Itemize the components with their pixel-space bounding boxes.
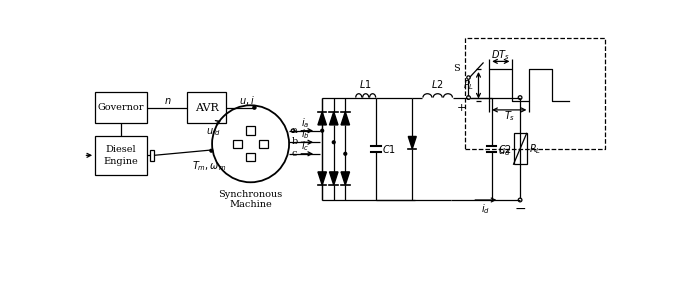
Text: $P_L$: $P_L$: [463, 78, 474, 92]
Text: $i_d$: $i_d$: [481, 202, 490, 216]
Bar: [247, 153, 255, 161]
Bar: [247, 127, 255, 135]
Bar: [188, 92, 226, 123]
Circle shape: [344, 152, 347, 155]
Text: S: S: [453, 64, 460, 73]
Text: c: c: [292, 149, 297, 158]
Text: +: +: [457, 102, 466, 113]
Text: $L2$: $L2$: [432, 78, 444, 90]
Polygon shape: [329, 172, 338, 185]
Circle shape: [210, 149, 213, 152]
Text: $i_a$: $i_a$: [301, 116, 310, 130]
Polygon shape: [341, 112, 349, 125]
Text: $T_s$: $T_s$: [503, 109, 515, 123]
Text: $T_m,\omega_m$: $T_m,\omega_m$: [192, 159, 226, 173]
Text: Engine: Engine: [104, 157, 138, 166]
Bar: [95, 136, 147, 174]
Circle shape: [253, 106, 256, 109]
Polygon shape: [341, 172, 349, 185]
Polygon shape: [318, 112, 327, 125]
Text: $DT_s$: $DT_s$: [491, 48, 510, 62]
Bar: [464, 38, 605, 149]
Text: $u_d$: $u_d$: [499, 146, 511, 158]
Text: $u,i$: $u,i$: [239, 94, 255, 107]
Polygon shape: [318, 172, 327, 185]
Text: $R_L$: $R_L$: [529, 142, 540, 156]
Circle shape: [332, 141, 335, 144]
Text: $L1$: $L1$: [360, 78, 372, 90]
Text: −: −: [514, 201, 526, 216]
Text: b: b: [291, 137, 297, 146]
Polygon shape: [329, 112, 338, 125]
Bar: [150, 150, 154, 161]
Bar: [95, 92, 147, 123]
Text: AVR: AVR: [195, 102, 219, 113]
Bar: [514, 133, 527, 164]
Text: Diesel: Diesel: [106, 146, 136, 154]
Text: a: a: [292, 126, 297, 135]
Text: $i_b$: $i_b$: [301, 128, 310, 141]
Text: $C1$: $C1$: [382, 143, 396, 155]
Text: $C2$: $C2$: [498, 143, 512, 155]
Polygon shape: [408, 136, 416, 149]
Text: $i_c$: $i_c$: [301, 139, 310, 153]
Text: $u_{fd}$: $u_{fd}$: [206, 126, 221, 138]
Bar: [234, 139, 242, 148]
Circle shape: [321, 129, 323, 132]
Text: $n$: $n$: [164, 96, 171, 106]
Text: Machine: Machine: [229, 200, 272, 209]
Text: Synchronous: Synchronous: [219, 190, 283, 199]
Text: Governor: Governor: [98, 103, 145, 112]
Bar: [260, 139, 268, 148]
